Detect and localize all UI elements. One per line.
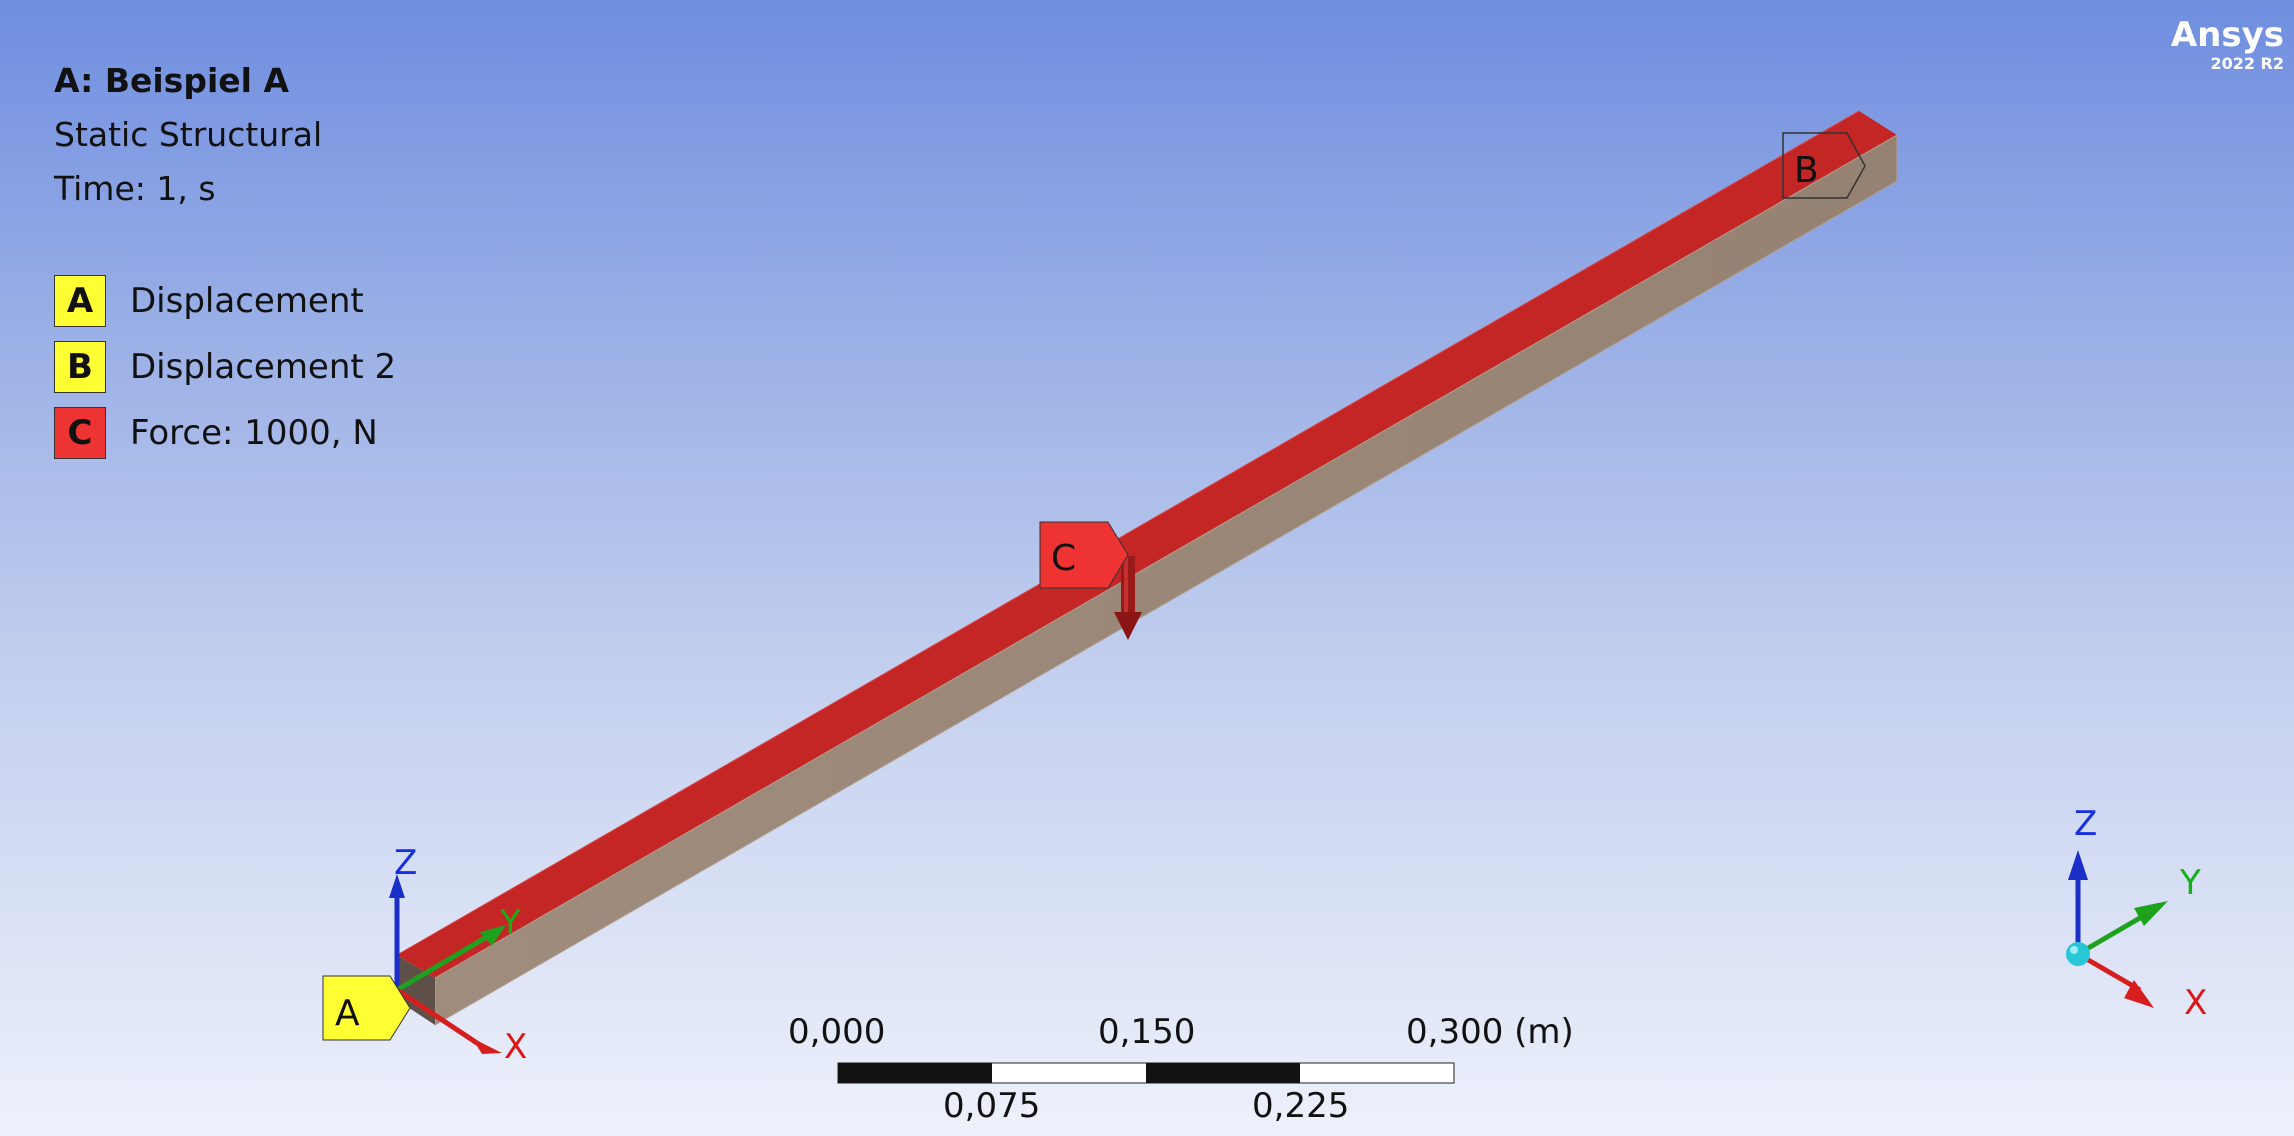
scale-label-0300: 0,300 (m)	[1406, 1012, 1574, 1052]
scale-label-0225: 0,225	[1252, 1086, 1350, 1126]
analysis-type: Static Structural	[54, 115, 323, 154]
local-axis-z-label: Z	[394, 843, 417, 883]
scale-bar	[837, 1062, 1455, 1084]
support-tag-a[interactable]: A	[322, 975, 411, 1041]
support-tag-b[interactable]: B	[1782, 132, 1866, 199]
global-triad[interactable]: Z Y X	[2066, 804, 2207, 1023]
triad-y-label: Y	[2179, 863, 2201, 903]
legend-label-displacement-2: Displacement 2	[130, 347, 397, 387]
legend-item-displacement-2[interactable]: B Displacement 2	[54, 334, 396, 400]
scale-label-0075: 0,075	[943, 1086, 1041, 1126]
analysis-title: A: Beispiel A	[54, 61, 289, 100]
force-tag-c[interactable]: C	[1039, 521, 1129, 589]
brand-version: 2022 R2	[2210, 54, 2284, 73]
scale-label-0: 0,000	[788, 1012, 886, 1052]
scale-label-0150: 0,150	[1098, 1012, 1196, 1052]
force-tag-c-label: C	[1051, 538, 1076, 579]
support-tag-a-label: A	[335, 993, 360, 1034]
local-axes: Z Y X	[389, 843, 527, 1067]
legend-badge-c: C	[54, 407, 106, 459]
legend-label-displacement: Displacement	[130, 281, 364, 321]
local-axis-y-label: Y	[499, 903, 521, 943]
local-axis-x-label: X	[504, 1027, 527, 1067]
support-tag-b-label: B	[1794, 150, 1819, 191]
legend-badge-a: A	[54, 275, 106, 327]
analysis-time: Time: 1, s	[54, 169, 216, 208]
triad-z-label: Z	[2074, 804, 2097, 844]
legend-badge-b: B	[54, 341, 106, 393]
legend-label-force: Force: 1000, N	[130, 413, 378, 453]
beam-side-face	[434, 134, 1898, 1026]
analysis-info: A: Beispiel A Static Structural Time: 1,…	[54, 54, 322, 216]
triad-x-label: X	[2184, 983, 2207, 1023]
brand-name: Ansys	[2170, 15, 2284, 55]
beam-edge	[396, 110, 1860, 956]
triad-origin-sphere[interactable]	[2066, 942, 2090, 966]
beam-body[interactable]	[396, 110, 1898, 1026]
legend-item-displacement[interactable]: A Displacement	[54, 268, 396, 334]
force-arrow	[1114, 556, 1142, 640]
beam-top-face	[397, 111, 1897, 978]
ansys-logo: Ansys 2022 R2	[2171, 16, 2284, 74]
legend-item-force[interactable]: C Force: 1000, N	[54, 400, 396, 466]
boundary-conditions-legend: A Displacement B Displacement 2 C Force:…	[54, 268, 396, 466]
